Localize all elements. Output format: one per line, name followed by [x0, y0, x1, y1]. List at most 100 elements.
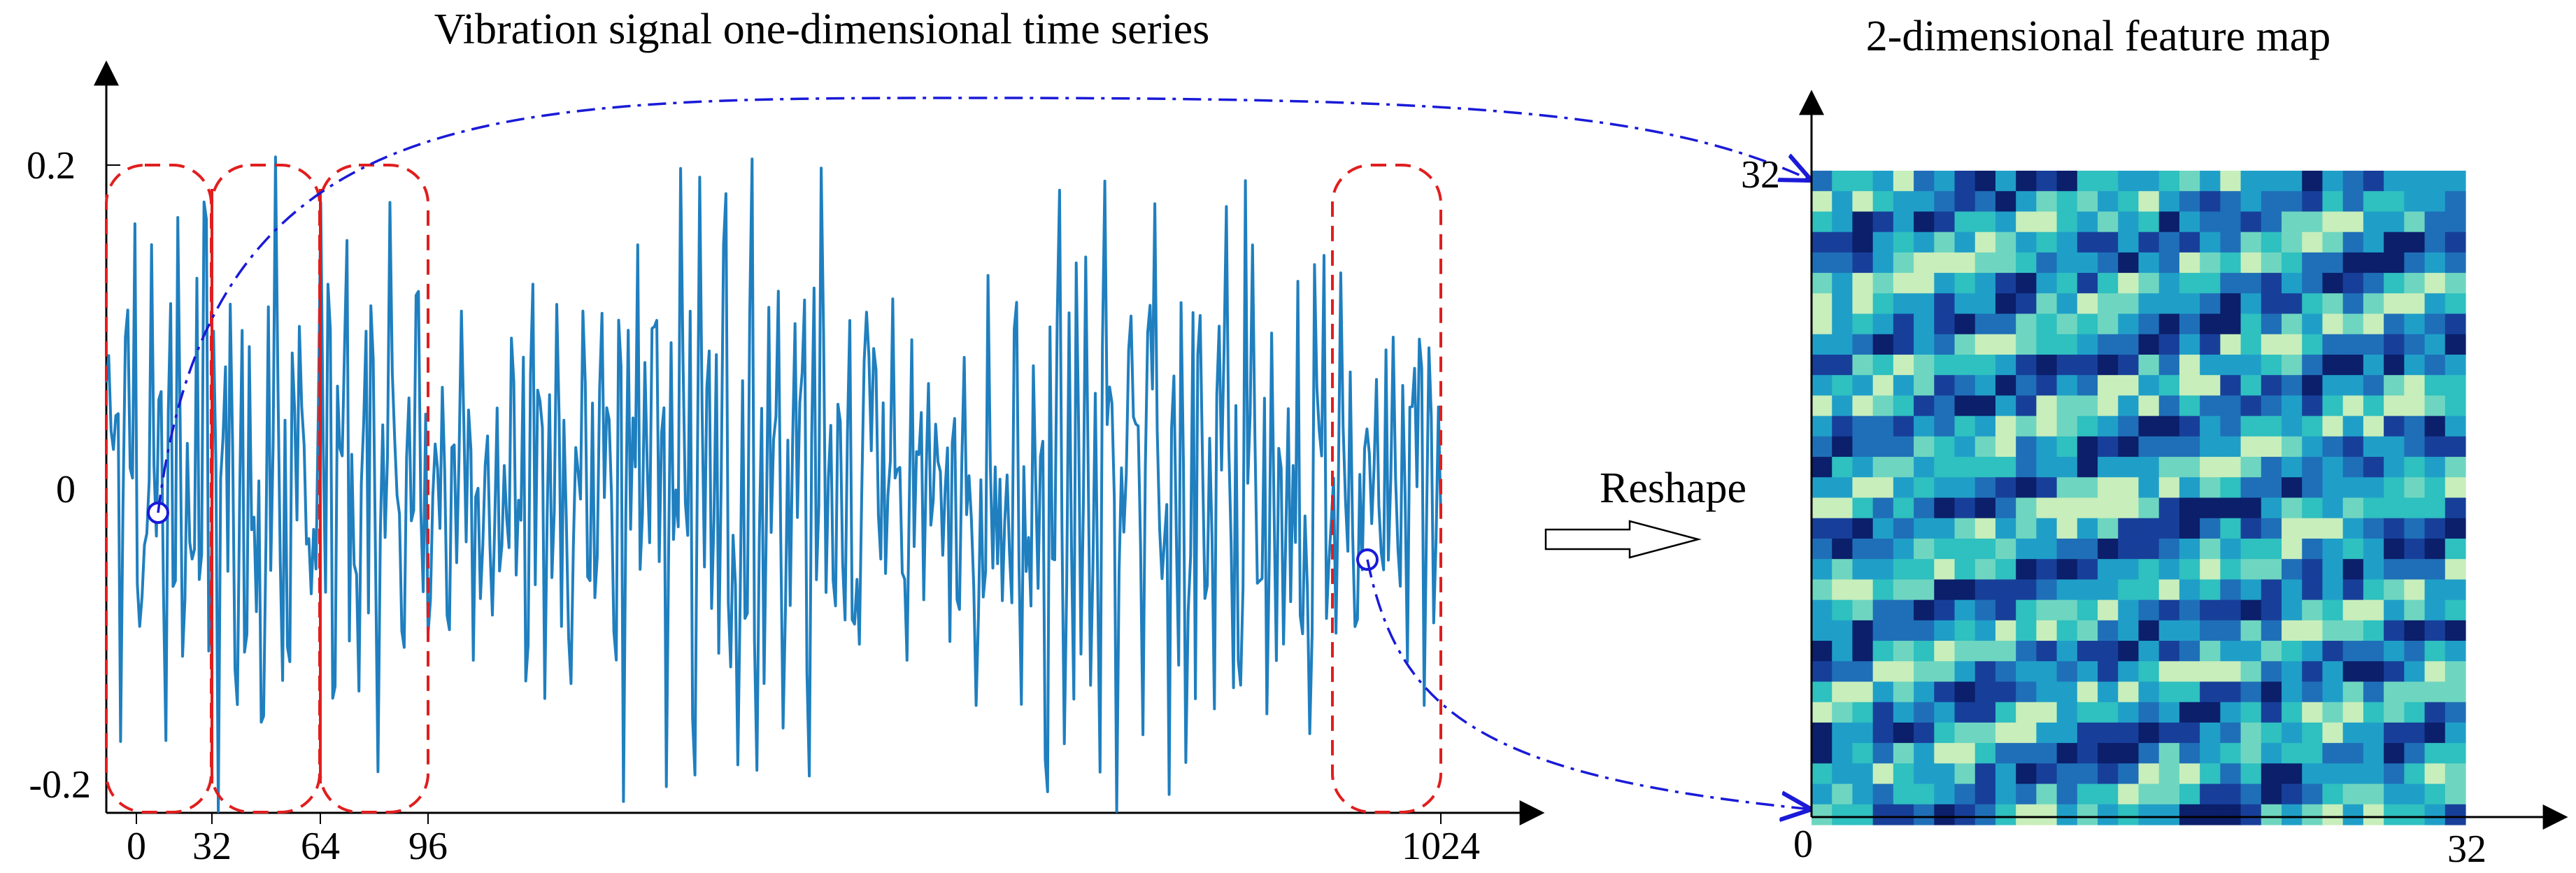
feature-map-cell: [2261, 293, 2282, 315]
feature-map-cell: [2200, 518, 2221, 539]
feature-map-cell: [1974, 171, 1996, 192]
feature-map-cell: [1832, 702, 1853, 723]
feature-map-cell: [1852, 354, 1874, 376]
feature-map-cell: [2220, 661, 2242, 683]
x-tick-label: 96: [408, 825, 448, 868]
feature-map-cell: [2282, 497, 2303, 519]
feature-map-cell: [2138, 518, 2160, 539]
feature-map-cell: [2098, 538, 2119, 560]
feature-map-cell: [2118, 273, 2140, 294]
feature-map-cell: [2158, 354, 2180, 376]
feature-map-cell: [2118, 497, 2140, 519]
feature-map-cell: [1934, 579, 1956, 601]
feature-map-cell: [1995, 395, 2016, 417]
y-tick-label: 0.2: [27, 144, 76, 187]
feature-map-cell: [2384, 538, 2405, 560]
feature-map-cell: [2240, 191, 2262, 213]
feature-map-cell: [2363, 232, 2384, 253]
feature-map-cell: [2445, 252, 2466, 274]
feature-map-cell: [2077, 416, 2098, 437]
feature-map-heatmap: [1812, 171, 2466, 825]
feature-map-cell: [2363, 518, 2384, 539]
feature-map-cell: [2036, 804, 2058, 825]
feature-map-cell: [2220, 457, 2242, 478]
feature-map-cell: [2322, 191, 2344, 213]
feature-map-cell: [2445, 232, 2466, 253]
feature-map-cell: [1954, 722, 1976, 744]
feature-map-cell: [2282, 702, 2303, 723]
feature-map-cell: [2016, 518, 2037, 539]
feature-map-cell: [2445, 313, 2466, 335]
feature-map-cell: [1995, 354, 2016, 376]
feature-map-cell: [2118, 436, 2140, 457]
feature-map-cell: [2056, 763, 2078, 785]
feature-map-cell: [2363, 273, 2384, 294]
feature-map-cell: [2384, 273, 2405, 294]
feature-map-cell: [2302, 354, 2324, 376]
feature-map-cell: [1872, 313, 1894, 335]
feature-map-cell: [2445, 518, 2466, 539]
feature-map-cell: [2261, 722, 2282, 744]
feature-map-cell: [2138, 232, 2160, 253]
feature-map-cell: [2118, 538, 2140, 560]
feature-map-cell: [1852, 477, 1874, 499]
feature-map-cell: [2220, 783, 2242, 805]
feature-map-cell: [1934, 313, 1956, 335]
feature-map-cell: [2220, 497, 2242, 519]
feature-map-cell: [2200, 395, 2221, 417]
feature-map-cell: [1852, 763, 1874, 785]
feature-map-cell: [2158, 477, 2180, 499]
feature-map-cell: [1832, 232, 1853, 253]
feature-map-cell: [1872, 273, 1894, 294]
feature-map-cell: [1812, 518, 1833, 539]
feature-map-cell: [2077, 661, 2098, 683]
feature-map-cell: [2404, 354, 2426, 376]
feature-map-cell: [2077, 641, 2098, 662]
feature-map-cell: [1934, 559, 1956, 580]
feature-map-cell: [1872, 620, 1894, 641]
feature-map-cell: [1934, 293, 1956, 315]
feature-map-cell: [2220, 211, 2242, 233]
feature-map-cell: [2342, 518, 2364, 539]
feature-map-cell: [2404, 313, 2426, 335]
feature-map-cell: [1893, 497, 1914, 519]
feature-map-cell: [2200, 804, 2221, 825]
feature-map-cell: [1934, 354, 1956, 376]
feature-map-cell: [2179, 804, 2200, 825]
feature-map-cell: [1893, 579, 1914, 601]
feature-map-cell: [2016, 313, 2037, 335]
feature-map-cell: [2342, 783, 2364, 805]
x-tick-label: 64: [301, 825, 340, 868]
feature-map-cell: [1934, 171, 1956, 192]
feature-map-cell: [2282, 804, 2303, 825]
feature-map-cell: [1893, 232, 1914, 253]
feature-map-cell: [2158, 232, 2180, 253]
feature-map-cell: [2098, 211, 2119, 233]
feature-map-cell: [2179, 763, 2200, 785]
feature-map-cell: [2179, 457, 2200, 478]
feature-map-cell: [2363, 171, 2384, 192]
feature-map-cell: [2098, 252, 2119, 274]
feature-map-cell: [2056, 620, 2078, 641]
feature-map-cell: [2158, 579, 2180, 601]
feature-map-cell: [1893, 599, 1914, 621]
feature-map-cell: [2179, 354, 2200, 376]
feature-map-cell: [2158, 804, 2180, 825]
feature-map-cell: [2077, 477, 2098, 499]
feature-map-cell: [2077, 354, 2098, 376]
feature-map-cell: [2384, 211, 2405, 233]
feature-map-cell: [1914, 783, 1935, 805]
feature-map-cell: [2322, 457, 2344, 478]
feature-map-cell: [1974, 191, 1996, 213]
feature-map-cell: [2200, 375, 2221, 397]
feature-map-cell: [2158, 334, 2180, 355]
feature-map-cell: [2200, 191, 2221, 213]
feature-map-cell: [1954, 702, 1976, 723]
feature-map-cell: [2322, 171, 2344, 192]
feature-map-cell: [2384, 620, 2405, 641]
feature-map-cell: [2036, 763, 2058, 785]
feature-map-cell: [1995, 497, 2016, 519]
feature-map-cell: [2098, 191, 2119, 213]
feature-map-cell: [2016, 599, 2037, 621]
feature-map-cell: [1974, 722, 1996, 744]
